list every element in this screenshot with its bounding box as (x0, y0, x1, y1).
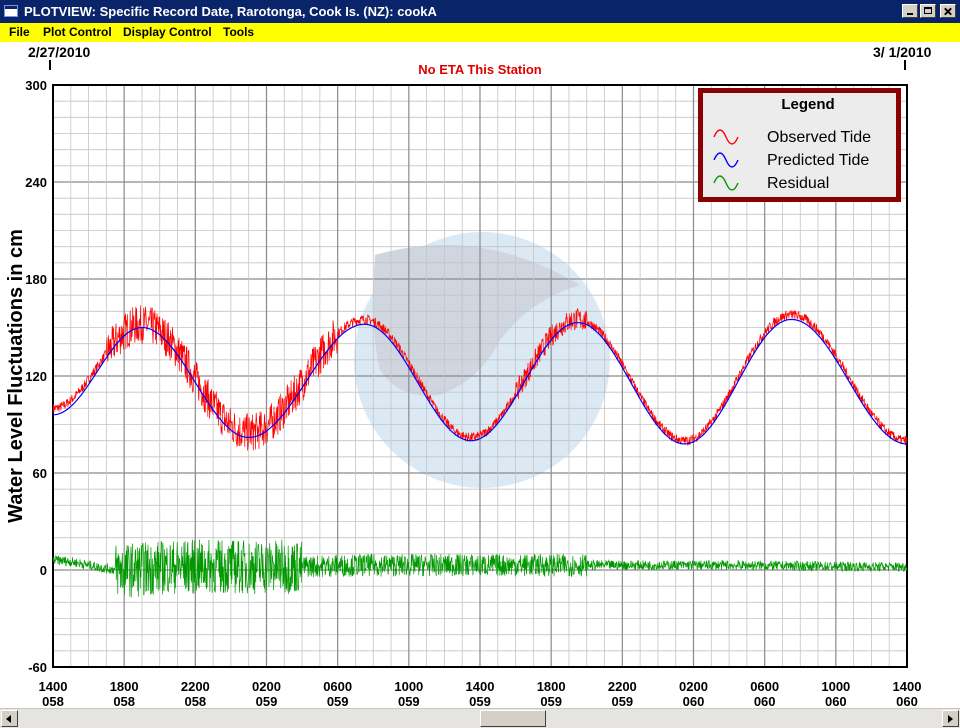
y-tick-label: -60 (28, 660, 47, 675)
legend-predicted-label: Predicted Tide (767, 152, 869, 169)
x-tick-time: 1000 (394, 679, 423, 694)
x-tick-day: 059 (540, 694, 562, 708)
x-tick-time: 1400 (466, 679, 495, 694)
x-tick-day: 059 (327, 694, 349, 708)
x-tick-time: 1400 (893, 679, 922, 694)
start-date-tick (49, 60, 51, 70)
legend-predicted-swatch (713, 152, 739, 168)
x-tick-day: 059 (256, 694, 278, 708)
chart-series (52, 305, 908, 598)
menu-file[interactable]: File (9, 25, 30, 39)
series-predicted-tide (52, 318, 908, 445)
y-tick-label: 120 (25, 369, 47, 384)
x-tick-day: 059 (469, 694, 491, 708)
x-tick-time: 0200 (252, 679, 281, 694)
series-observed-tide (52, 305, 908, 451)
y-tick-label: 0 (40, 563, 47, 578)
series-residual (52, 539, 908, 598)
x-tick-time: 0600 (323, 679, 352, 694)
y-axis-label: Water Level Fluctuations in cm (5, 229, 27, 523)
x-tick-time: 2200 (181, 679, 210, 694)
x-tick-time: 1000 (821, 679, 850, 694)
menu-display-control[interactable]: Display Control (123, 25, 212, 39)
legend-observed-swatch (713, 129, 739, 145)
x-tick-day: 060 (825, 694, 847, 708)
end-date-tick (904, 60, 906, 70)
scroll-left-button[interactable] (1, 710, 18, 727)
minimize-button[interactable] (902, 4, 918, 18)
x-tick-day: 060 (896, 694, 918, 708)
legend-box (703, 93, 896, 197)
close-button[interactable] (940, 4, 956, 18)
legend: Legend Observed Tide Predicted Tide Resi… (698, 88, 901, 202)
scroll-right-button[interactable] (942, 710, 959, 727)
y-tick-label: 240 (25, 175, 47, 190)
end-date-label: 3/ 1/2010 (873, 44, 932, 60)
y-tick-label: 180 (25, 272, 47, 287)
maximize-button[interactable] (920, 4, 936, 18)
x-tick-time: 1800 (537, 679, 566, 694)
plot-frame (52, 84, 908, 668)
x-tick-time: 0200 (679, 679, 708, 694)
x-tick-day: 058 (113, 694, 135, 708)
x-axis-ticks: 1400058180005822000580200059060005910000… (39, 679, 922, 708)
x-tick-day: 058 (184, 694, 206, 708)
x-tick-time: 1800 (110, 679, 139, 694)
x-tick-time: 2200 (608, 679, 637, 694)
start-date-label: 2/27/2010 (28, 44, 91, 60)
x-tick-time: 1400 (39, 679, 68, 694)
y-tick-label: 60 (33, 466, 47, 481)
x-tick-day: 060 (754, 694, 776, 708)
x-tick-time: 0600 (750, 679, 779, 694)
menu-tools[interactable]: Tools (223, 25, 255, 39)
x-tick-day: 058 (42, 694, 64, 708)
legend-observed-label: Observed Tide (767, 129, 871, 146)
x-tick-day: 059 (611, 694, 633, 708)
window-title: PLOTVIEW: Specific Record Date, Rarotong… (24, 4, 437, 19)
menu-plot-control[interactable]: Plot Control (43, 25, 112, 39)
eta-message: No ETA This Station (418, 62, 542, 77)
scroll-thumb[interactable] (480, 710, 546, 727)
legend-residual-swatch (713, 175, 739, 191)
menubar: File Plot Control Display Control Tools (0, 23, 960, 42)
window-titlebar: PLOTVIEW: Specific Record Date, Rarotong… (0, 0, 960, 23)
legend-title: Legend (781, 96, 834, 113)
y-axis-ticks: -60 0 60 120 180 240 300 (25, 78, 47, 675)
legend-residual-label: Residual (767, 175, 829, 192)
horizontal-scrollbar[interactable] (0, 708, 960, 728)
window-controls (902, 4, 956, 18)
y-tick-label: 300 (25, 78, 47, 93)
x-tick-day: 059 (398, 694, 420, 708)
app-window-icon (4, 5, 18, 17)
x-tick-day: 060 (683, 694, 705, 708)
